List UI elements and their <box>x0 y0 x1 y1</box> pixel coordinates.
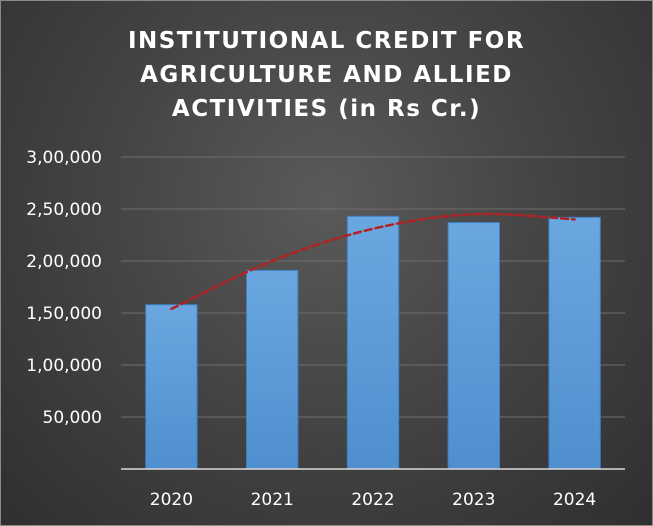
bar-2024 <box>548 216 601 470</box>
y-tick-label-1: 1,00,000 <box>26 356 102 376</box>
chart-title-line-1: INSTITUTIONAL CREDIT FOR <box>127 28 526 54</box>
y-tick-label-2: 1,50,000 <box>26 304 102 324</box>
chart-title-line-2: AGRICULTURE AND ALLIED <box>140 62 513 88</box>
x-tick-label-2023: 2023 <box>452 490 495 510</box>
tick-labels: 50,000 1,00,000 1,50,000 2,00,000 2,50,000 3,… <box>26 148 596 510</box>
y-tick-label-5: 3,00,000 <box>26 148 102 168</box>
y-tick-label-3: 2,00,000 <box>26 252 102 272</box>
bar-2023 <box>447 222 501 470</box>
bar-2022 <box>346 215 400 470</box>
chart-title: INSTITUTIONAL CREDIT FOR AGRICULTURE AND… <box>0 24 653 126</box>
chart-title-line-3: ACTIVITIES (in Rs Cr.) <box>171 96 482 122</box>
trendline <box>170 212 576 311</box>
bar-2021 <box>245 269 299 470</box>
x-tick-label-2022: 2022 <box>351 490 394 510</box>
x-tick-label-2021: 2021 <box>251 490 294 510</box>
trendline-path <box>170 212 576 311</box>
bars <box>145 215 601 470</box>
x-tick-label-2024: 2024 <box>553 490 596 510</box>
y-tick-label-0: 50,000 <box>43 408 102 428</box>
y-tick-label-4: 2,50,000 <box>26 200 102 220</box>
x-tick-label-2020: 2020 <box>150 490 193 510</box>
bar-2020 <box>145 304 198 470</box>
